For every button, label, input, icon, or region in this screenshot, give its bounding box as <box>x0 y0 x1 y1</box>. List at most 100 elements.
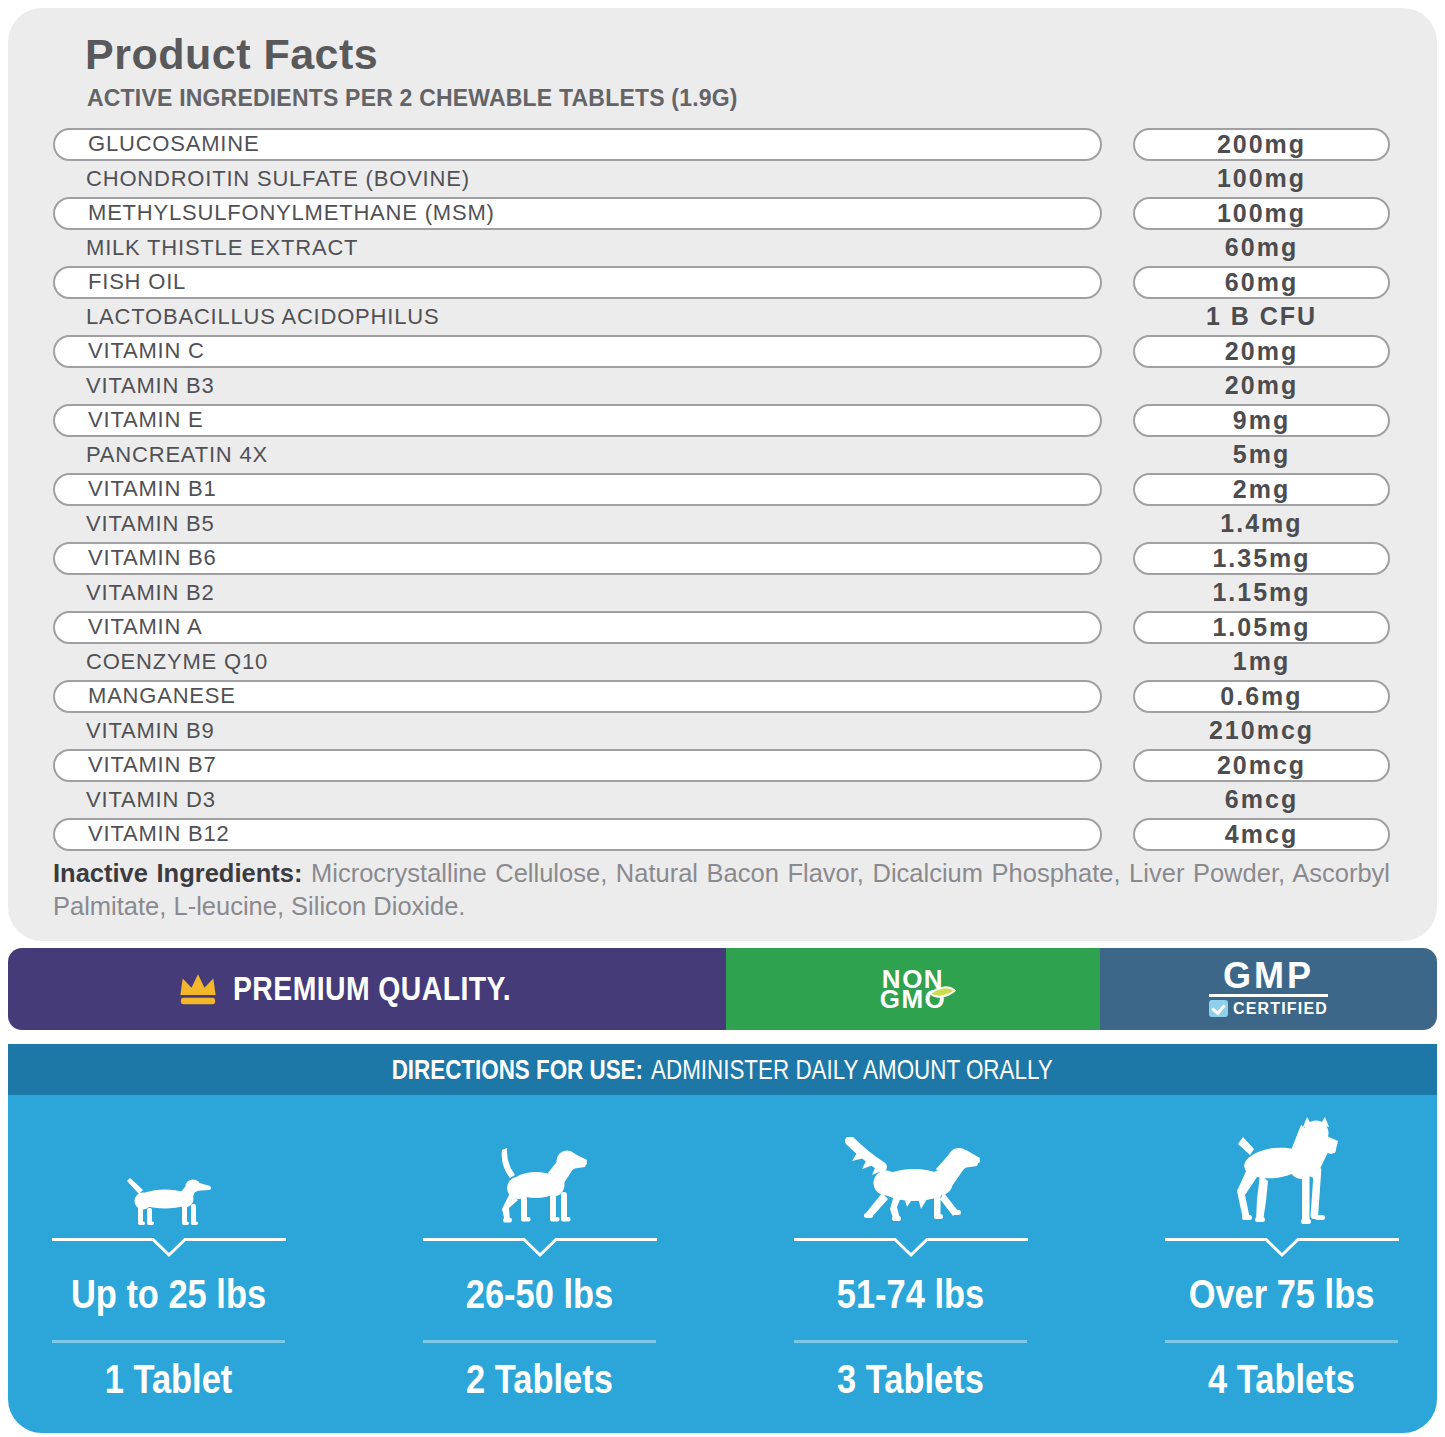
ingredient-name: VITAMIN B3 <box>53 369 1102 402</box>
pointer-line <box>423 1238 657 1260</box>
ingredients-table: GLUCOSAMINE200mgCHONDROITIN SULFATE (BOV… <box>53 127 1390 852</box>
ingredient-name: VITAMIN B2 <box>53 576 1102 609</box>
ingredient-name: PANCREATIN 4X <box>53 438 1102 471</box>
ingredient-amount: 1mg <box>1133 645 1390 678</box>
ingredient-row: COENZYME Q10 1mg <box>53 645 1390 680</box>
ingredient-amount: 4mcg <box>1133 818 1390 851</box>
tablet-count-label: 2 Tablets <box>408 1356 671 1403</box>
ingredient-name: VITAMIN B1 <box>53 473 1102 506</box>
gmp-logo: GMP CERTIFIED <box>1209 960 1328 1018</box>
ingredient-name: VITAMIN B7 <box>53 749 1102 782</box>
ingredient-name: COENZYME Q10 <box>53 645 1102 678</box>
ingredient-name: VITAMIN B12 <box>53 818 1102 851</box>
ingredient-name: METHYLSULFONYLMETHANE (MSM) <box>53 197 1102 230</box>
ingredient-name: VITAMIN B9 <box>53 714 1102 747</box>
pointer-line <box>52 1238 286 1260</box>
dosage-column: 26-50 lbs2 Tablets <box>423 1095 656 1433</box>
inactive-ingredients: Inactive Ingredients: Microcrystalline C… <box>53 857 1390 923</box>
crown-icon <box>178 972 218 1006</box>
weight-range-label: 51-74 lbs <box>779 1271 1042 1318</box>
inactive-line2: Palmitate, L-leucine, Silicon Dioxide. <box>53 890 1390 923</box>
ingredient-name: VITAMIN B5 <box>53 507 1102 540</box>
ingredient-row: CHONDROITIN SULFATE (BOVINE) 100mg <box>53 162 1390 197</box>
ingredient-amount: 1.4mg <box>1133 507 1390 540</box>
ingredient-amount: 200mg <box>1133 128 1390 161</box>
weight-range-label: Up to 25 lbs <box>37 1271 300 1318</box>
ingredient-row: VITAMIN B9210mcg <box>53 714 1390 749</box>
ingredient-name: FISH OIL <box>53 266 1102 299</box>
ingredient-row: METHYLSULFONYLMETHANE (MSM) 100mg <box>53 196 1390 231</box>
ingredient-amount: 60mg <box>1133 266 1390 299</box>
dachshund-dog-icon <box>52 1095 285 1225</box>
page-title: Product Facts <box>85 30 378 79</box>
ingredient-name: VITAMIN D3 <box>53 783 1102 816</box>
premium-quality-label: PREMIUM QUALITY. <box>233 970 511 1008</box>
directions-text: ADMINISTER DAILY AMOUNT ORALLY <box>651 1054 1053 1085</box>
ingredient-amount: 20mg <box>1133 335 1390 368</box>
directions-label: DIRECTIONS FOR USE: <box>392 1054 643 1085</box>
ingredient-row: VITAMIN B720mcg <box>53 748 1390 783</box>
ingredient-name: VITAMIN A <box>53 611 1102 644</box>
ingredient-row: MANGANESE0.6mg <box>53 679 1390 714</box>
tablet-count-label: 1 Tablet <box>37 1356 300 1403</box>
directions-header: DIRECTIONS FOR USE: ADMINISTER DAILY AMOU… <box>8 1044 1437 1095</box>
retriever-dog-icon <box>794 1095 1027 1225</box>
inactive-label: Inactive Ingredients: <box>53 859 302 887</box>
ingredient-amount: 100mg <box>1133 197 1390 230</box>
divider-line <box>794 1340 1027 1343</box>
ingredient-row: MILK THISTLE EXTRACT 60mg <box>53 231 1390 266</box>
ingredient-row: VITAMIN B12mg <box>53 472 1390 507</box>
ingredient-row: VITAMIN E9mg <box>53 403 1390 438</box>
ingredient-amount: 100mg <box>1133 162 1390 195</box>
ingredient-row: VITAMIN B2 1.15mg <box>53 576 1390 611</box>
ingredient-row: PANCREATIN 4X 5mg <box>53 438 1390 473</box>
ingredient-name: CHONDROITIN SULFATE (BOVINE) <box>53 162 1102 195</box>
ingredient-name: VITAMIN B6 <box>53 542 1102 575</box>
product-label: Product Facts ACTIVE INGREDIENTS PER 2 C… <box>0 0 1445 1437</box>
ingredient-name: LACTOBACILLUS ACIDOPHILUS <box>53 300 1102 333</box>
ingredient-amount: 0.6mg <box>1133 680 1390 713</box>
non-gmo-logo: NON GMO <box>880 969 947 1009</box>
ingredient-amount: 6mcg <box>1133 783 1390 816</box>
ingredient-row: VITAMIN C 20mg <box>53 334 1390 369</box>
beagle-dog-icon <box>423 1095 656 1225</box>
ingredient-row: VITAMIN B3 20mg <box>53 369 1390 404</box>
divider-line <box>423 1340 656 1343</box>
premium-quality-badge: PREMIUM QUALITY. <box>8 948 726 1030</box>
dosage-column: Over 75 lbs4 Tablets <box>1165 1095 1398 1433</box>
gmp-badge: GMP CERTIFIED <box>1100 948 1437 1030</box>
ingredient-row: VITAMIN D3 6mcg <box>53 783 1390 818</box>
ingredient-row: GLUCOSAMINE 200mg <box>53 127 1390 162</box>
pointer-line <box>794 1238 1028 1260</box>
ingredient-row: LACTOBACILLUS ACIDOPHILUS 1 B CFU <box>53 300 1390 335</box>
ingredient-amount: 1.05mg <box>1133 611 1390 644</box>
ingredient-row: VITAMIN B5 1.4mg <box>53 507 1390 542</box>
ingredient-amount: 20mg <box>1133 369 1390 402</box>
ingredient-amount: 5mg <box>1133 438 1390 471</box>
ingredient-amount: 1.15mg <box>1133 576 1390 609</box>
dosage-column: Up to 25 lbs1 Tablet <box>52 1095 285 1433</box>
ingredient-name: MILK THISTLE EXTRACT <box>53 231 1102 264</box>
ingredient-row: VITAMIN B6 1.35mg <box>53 541 1390 576</box>
ingredient-name: VITAMIN E <box>53 404 1102 437</box>
weight-range-label: 26-50 lbs <box>408 1271 671 1318</box>
ingredient-amount: 1 B CFU <box>1133 300 1390 333</box>
ingredient-name: GLUCOSAMINE <box>53 128 1102 161</box>
tablet-count-label: 3 Tablets <box>779 1356 1042 1403</box>
ingredient-amount: 1.35mg <box>1133 542 1390 575</box>
weight-range-label: Over 75 lbs <box>1150 1271 1413 1318</box>
boxer-dog-icon <box>1165 1095 1398 1225</box>
non-gmo-line2: GMO <box>880 989 947 1009</box>
product-facts-panel: Product Facts ACTIVE INGREDIENTS PER 2 C… <box>8 8 1437 941</box>
dosage-column: 51-74 lbs3 Tablets <box>794 1095 1027 1433</box>
tablet-count-label: 4 Tablets <box>1150 1356 1413 1403</box>
ingredient-row: VITAMIN B12 4mcg <box>53 817 1390 852</box>
ingredient-amount: 60mg <box>1133 231 1390 264</box>
ingredient-row: FISH OIL 60mg <box>53 265 1390 300</box>
pointer-line <box>1165 1238 1399 1260</box>
badges-row: PREMIUM QUALITY. NON GMO GMP CERTIFIED <box>8 948 1437 1030</box>
divider-line <box>1165 1340 1398 1343</box>
ingredient-name: VITAMIN C <box>53 335 1102 368</box>
ingredient-row: VITAMIN A 1.05mg <box>53 610 1390 645</box>
directions-section: DIRECTIONS FOR USE: ADMINISTER DAILY AMOU… <box>8 1044 1437 1433</box>
